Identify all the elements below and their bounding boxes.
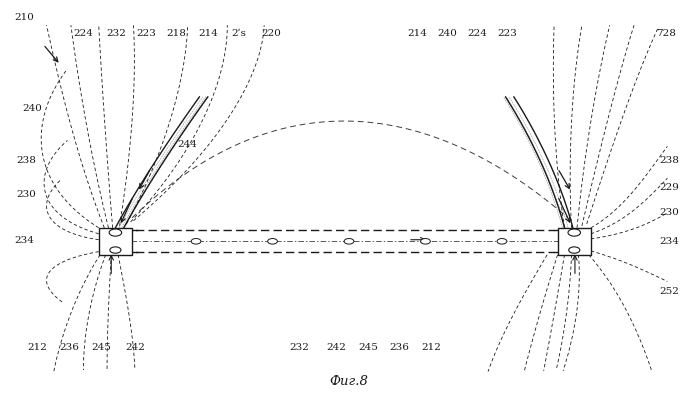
- Text: 242: 242: [125, 343, 144, 352]
- Text: 245: 245: [91, 343, 111, 352]
- Text: 223: 223: [136, 29, 156, 38]
- Text: 242: 242: [327, 343, 346, 352]
- Text: 236: 236: [389, 343, 409, 352]
- Text: 220: 220: [261, 29, 281, 38]
- Circle shape: [569, 247, 580, 253]
- Text: 212: 212: [28, 343, 47, 352]
- Circle shape: [344, 238, 354, 244]
- Circle shape: [497, 238, 507, 244]
- Circle shape: [109, 229, 121, 236]
- Text: 234: 234: [660, 237, 679, 246]
- Circle shape: [110, 247, 121, 253]
- Text: 218: 218: [167, 29, 186, 38]
- Text: 214: 214: [199, 29, 218, 38]
- Text: 236: 236: [59, 343, 80, 352]
- Text: 238: 238: [17, 156, 36, 165]
- Circle shape: [568, 229, 581, 236]
- Bar: [558, 228, 591, 255]
- Text: 234: 234: [14, 236, 34, 245]
- Text: 232: 232: [289, 343, 309, 352]
- Bar: [98, 228, 132, 255]
- Text: 728: 728: [656, 29, 676, 38]
- Text: 224: 224: [73, 29, 94, 38]
- Text: 240: 240: [22, 104, 42, 113]
- Text: 240: 240: [438, 29, 458, 38]
- Text: 230: 230: [17, 190, 36, 198]
- Circle shape: [191, 238, 201, 244]
- Text: 230: 230: [660, 208, 679, 217]
- Text: 212: 212: [421, 343, 441, 352]
- Text: 238: 238: [660, 156, 679, 165]
- Text: 229: 229: [660, 183, 679, 192]
- Text: 223: 223: [498, 29, 517, 38]
- Text: 244: 244: [178, 140, 198, 149]
- Text: 214: 214: [407, 29, 427, 38]
- Text: 232: 232: [106, 29, 126, 38]
- Text: 252: 252: [660, 287, 679, 296]
- Circle shape: [267, 238, 277, 244]
- Text: Фиг.8: Фиг.8: [329, 376, 369, 388]
- Text: 210: 210: [14, 13, 34, 22]
- Circle shape: [421, 238, 431, 244]
- Text: 224: 224: [468, 29, 488, 38]
- Text: 2ʹs: 2ʹs: [232, 29, 246, 38]
- Text: 245: 245: [359, 343, 378, 352]
